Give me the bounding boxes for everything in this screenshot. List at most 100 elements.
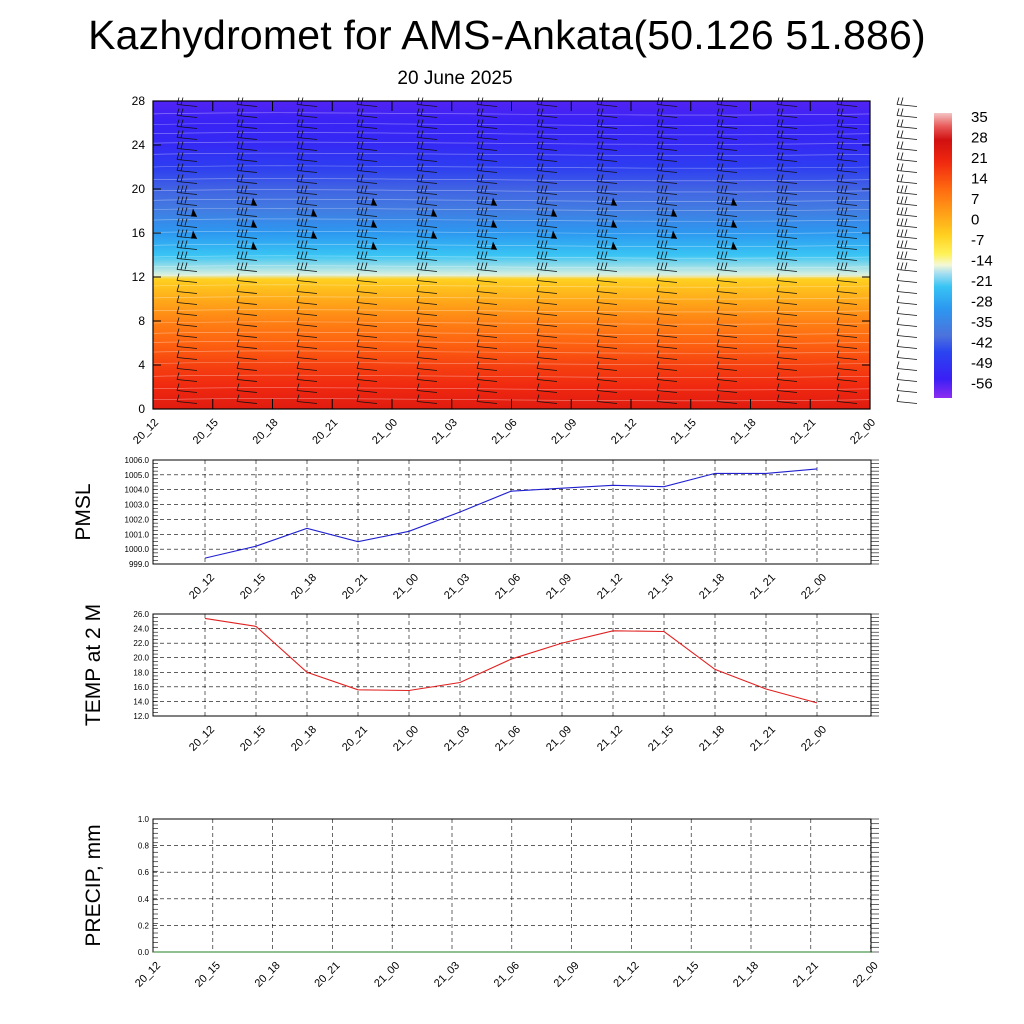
wind-barb-feather bbox=[424, 262, 428, 270]
y-tick-label: 18.0 bbox=[133, 668, 149, 677]
wind-barb-feather bbox=[356, 218, 360, 226]
wind-barb bbox=[476, 269, 498, 272]
wind-barb bbox=[836, 269, 858, 272]
wind-barb bbox=[176, 357, 198, 360]
wind-barb bbox=[596, 379, 618, 382]
wind-barb-feather bbox=[416, 108, 420, 116]
wind-barb-feather bbox=[660, 240, 664, 248]
wind-barb-feather bbox=[836, 207, 840, 215]
wind-barb-feather bbox=[784, 185, 788, 193]
wind-barb-feather bbox=[420, 152, 424, 160]
wind-barb-feather bbox=[240, 174, 244, 182]
wind-barb-feather bbox=[416, 185, 420, 193]
isotherm-line bbox=[152, 208, 871, 211]
wind-barb-feather bbox=[776, 196, 780, 204]
wind-barb-feather bbox=[184, 218, 188, 226]
temperature-field bbox=[153, 101, 870, 409]
wind-barb-feather bbox=[244, 229, 248, 237]
wind-barb-feather bbox=[176, 284, 180, 292]
wind-barb-feather bbox=[180, 196, 184, 204]
wind-barb bbox=[536, 137, 558, 140]
wind-barb bbox=[896, 170, 918, 173]
wind-barb-feather bbox=[660, 141, 664, 149]
wind-barb bbox=[236, 214, 258, 217]
wind-pennant bbox=[191, 230, 197, 239]
wind-barb-feather bbox=[896, 185, 900, 193]
wind-barb-feather bbox=[176, 339, 180, 347]
wind-barb-feather bbox=[596, 163, 600, 171]
wind-barb-feather bbox=[536, 163, 540, 171]
wind-barb bbox=[596, 368, 618, 371]
wind-barb bbox=[236, 401, 258, 404]
x-tick-label: 21_15 bbox=[646, 572, 676, 602]
wind-barb-feather bbox=[300, 119, 304, 127]
wind-barb-feather bbox=[596, 229, 600, 237]
wind-barb bbox=[596, 159, 618, 162]
wind-barb-feather bbox=[600, 141, 604, 149]
wind-barb-feather bbox=[416, 130, 420, 138]
wind-barb bbox=[716, 258, 738, 261]
wind-barb-feather bbox=[840, 251, 844, 259]
wind-barb-feather bbox=[784, 207, 788, 215]
wind-barb-feather bbox=[240, 130, 244, 138]
wind-barb-feather bbox=[900, 185, 904, 193]
wind-barb bbox=[356, 170, 378, 173]
wind-barb bbox=[776, 236, 798, 239]
wind-barb-feather bbox=[540, 207, 544, 215]
wind-barb-feather bbox=[476, 207, 480, 215]
wind-barb-feather bbox=[600, 240, 604, 248]
wind-pennant bbox=[371, 219, 377, 228]
wind-barb bbox=[656, 324, 678, 327]
wind-barb-feather bbox=[536, 185, 540, 193]
wind-barb-feather bbox=[844, 251, 848, 259]
wind-barb-feather bbox=[296, 218, 300, 226]
wind-barb-feather bbox=[716, 361, 720, 369]
y-tick-label: 0.0 bbox=[138, 948, 150, 957]
wind-barb bbox=[476, 368, 498, 371]
wind-barb-feather bbox=[356, 119, 360, 127]
wind-barb-feather bbox=[240, 251, 244, 259]
x-tick-label: 21_06 bbox=[493, 724, 523, 754]
wind-barb-feather bbox=[716, 251, 720, 259]
wind-barb bbox=[836, 302, 858, 305]
wind-barb-feather bbox=[780, 196, 784, 204]
wind-barb-feather bbox=[780, 163, 784, 171]
wind-barb-feather bbox=[420, 207, 424, 215]
colorbar-tick-label: 21 bbox=[971, 150, 988, 167]
wind-barb-feather bbox=[720, 218, 724, 226]
wind-barb bbox=[476, 214, 498, 217]
wind-barb bbox=[236, 324, 258, 327]
wind-barb-feather bbox=[660, 196, 664, 204]
isotherm-line bbox=[152, 296, 871, 300]
wind-barb bbox=[176, 115, 198, 118]
wind-pennant bbox=[491, 219, 497, 228]
wind-barb-feather bbox=[416, 196, 420, 204]
wind-barb-feather bbox=[776, 174, 780, 182]
wind-barb bbox=[776, 346, 798, 349]
wind-barb bbox=[716, 137, 738, 140]
wind-barb-feather bbox=[900, 174, 904, 182]
wind-barb bbox=[176, 302, 198, 305]
wind-barb-feather bbox=[840, 163, 844, 171]
x-tick-label: 21_09 bbox=[552, 960, 582, 990]
wind-barb-feather bbox=[900, 207, 904, 215]
wind-barb bbox=[656, 368, 678, 371]
wind-barb-feather bbox=[900, 240, 904, 248]
wind-barb-feather bbox=[596, 394, 600, 402]
wind-barb bbox=[296, 379, 318, 382]
wind-barb-feather bbox=[480, 108, 484, 116]
wind-barb-feather bbox=[244, 185, 248, 193]
wind-barb-feather bbox=[780, 174, 784, 182]
wind-barb-feather bbox=[660, 218, 664, 226]
wind-barb-feather bbox=[716, 284, 720, 292]
wind-barb-feather bbox=[716, 295, 720, 303]
wind-barb-feather bbox=[780, 185, 784, 193]
y-tick-label: 20.0 bbox=[133, 654, 149, 663]
wind-barb bbox=[176, 192, 198, 195]
x-tick-label: 20_12 bbox=[187, 724, 217, 754]
wind-barb bbox=[536, 247, 558, 250]
wind-barb bbox=[176, 170, 198, 173]
wind-barb bbox=[536, 390, 558, 393]
wind-barb-feather bbox=[780, 262, 784, 270]
wind-barb bbox=[536, 258, 558, 261]
